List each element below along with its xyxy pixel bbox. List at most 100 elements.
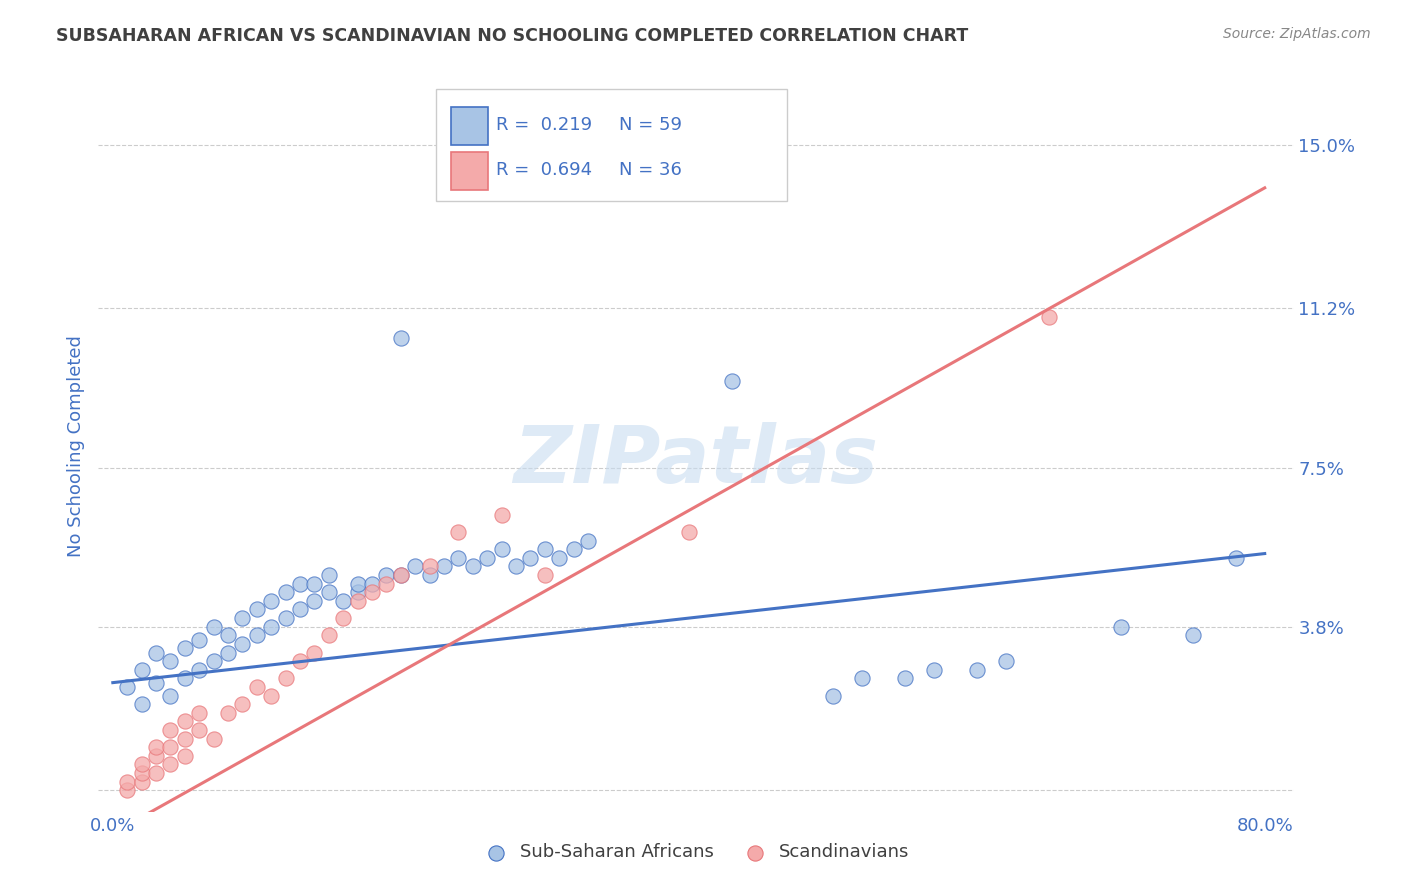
Point — [145, 740, 167, 755]
Point — [188, 723, 211, 737]
Point — [188, 632, 211, 647]
Point — [231, 637, 253, 651]
Point — [721, 375, 744, 389]
Legend: Sub-Saharan Africans, Scandinavians: Sub-Saharan Africans, Scandinavians — [475, 836, 917, 869]
Point — [131, 766, 153, 780]
Text: R =  0.219: R = 0.219 — [496, 117, 592, 135]
Point — [260, 594, 283, 608]
Point — [477, 550, 499, 565]
Point — [519, 550, 541, 565]
Point — [533, 542, 555, 557]
Point — [288, 654, 311, 668]
Point — [1038, 310, 1060, 324]
Point — [274, 671, 297, 685]
Point — [217, 628, 239, 642]
Point — [260, 620, 283, 634]
Point — [419, 568, 441, 582]
Point — [375, 576, 398, 591]
Point — [491, 508, 513, 522]
Text: SUBSAHARAN AFRICAN VS SCANDINAVIAN NO SCHOOLING COMPLETED CORRELATION CHART: SUBSAHARAN AFRICAN VS SCANDINAVIAN NO SC… — [56, 27, 969, 45]
Point — [115, 680, 138, 694]
Point — [318, 585, 340, 599]
Point — [159, 740, 181, 755]
Point — [217, 646, 239, 660]
Point — [389, 568, 412, 582]
Text: N = 59: N = 59 — [619, 117, 682, 135]
Point — [821, 689, 844, 703]
Text: ZIPatlas: ZIPatlas — [513, 422, 879, 500]
Point — [576, 533, 599, 548]
Point — [419, 559, 441, 574]
Point — [231, 611, 253, 625]
Point — [188, 706, 211, 720]
Point — [131, 663, 153, 677]
Point — [389, 568, 412, 582]
Point — [332, 594, 354, 608]
Point — [966, 663, 988, 677]
Point — [246, 680, 269, 694]
Point — [505, 559, 527, 574]
Point — [548, 550, 571, 565]
Point — [389, 331, 412, 345]
Text: R =  0.694: R = 0.694 — [496, 161, 592, 178]
Point — [202, 620, 225, 634]
Point — [346, 576, 368, 591]
Point — [131, 774, 153, 789]
Text: Source: ZipAtlas.com: Source: ZipAtlas.com — [1223, 27, 1371, 41]
Point — [260, 689, 283, 703]
Point — [115, 783, 138, 797]
Point — [145, 766, 167, 780]
Point — [173, 641, 195, 656]
Point — [131, 757, 153, 772]
Point — [159, 689, 181, 703]
Point — [246, 628, 269, 642]
Point — [231, 697, 253, 711]
Text: N = 36: N = 36 — [619, 161, 682, 178]
Point — [304, 576, 326, 591]
Point — [447, 524, 470, 539]
Point — [447, 550, 470, 565]
Point — [332, 611, 354, 625]
Point — [288, 576, 311, 591]
Point — [533, 568, 555, 582]
Point — [145, 675, 167, 690]
Point — [274, 611, 297, 625]
Point — [562, 542, 585, 557]
Point — [173, 748, 195, 763]
Point — [145, 748, 167, 763]
Point — [994, 654, 1017, 668]
Point — [922, 663, 945, 677]
Point — [202, 731, 225, 746]
Point — [491, 542, 513, 557]
Y-axis label: No Schooling Completed: No Schooling Completed — [66, 335, 84, 557]
Point — [1225, 550, 1247, 565]
Point — [375, 568, 398, 582]
Point — [159, 723, 181, 737]
Point — [1181, 628, 1204, 642]
Point — [173, 714, 195, 729]
Point — [159, 654, 181, 668]
Point — [274, 585, 297, 599]
Point — [404, 559, 426, 574]
Point — [304, 594, 326, 608]
Point — [304, 646, 326, 660]
Point — [202, 654, 225, 668]
Point — [346, 594, 368, 608]
Point — [173, 731, 195, 746]
Point — [246, 602, 269, 616]
Point — [131, 697, 153, 711]
Point — [188, 663, 211, 677]
Point — [318, 568, 340, 582]
Point — [851, 671, 873, 685]
Point — [346, 585, 368, 599]
Point — [318, 628, 340, 642]
Point — [1109, 620, 1132, 634]
Point — [893, 671, 915, 685]
Point — [361, 576, 384, 591]
Point — [678, 524, 700, 539]
Point — [288, 602, 311, 616]
Point — [159, 757, 181, 772]
Point — [461, 559, 484, 574]
Point — [361, 585, 384, 599]
Point — [145, 646, 167, 660]
